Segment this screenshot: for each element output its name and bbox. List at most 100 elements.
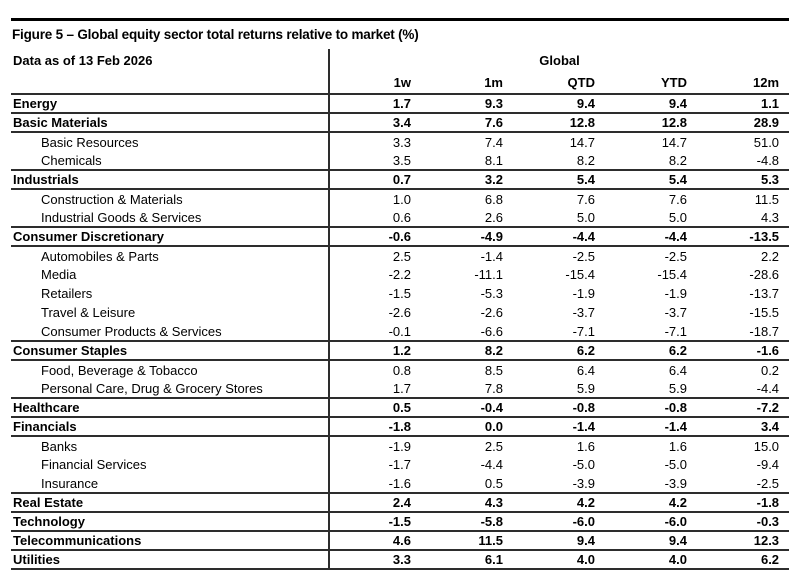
value-cell: 1.2	[329, 340, 421, 361]
value-cell: 3.4	[697, 416, 790, 437]
value-cell: 7.8	[484, 380, 503, 396]
value-cell: 6.2	[513, 340, 605, 361]
column-header-qtd: QTD	[513, 71, 605, 95]
row-label: Utilities	[11, 549, 330, 570]
value-cell: 9.4	[513, 530, 605, 551]
value-cell: 4.0	[605, 549, 697, 570]
value-cell: 5.0	[668, 209, 687, 225]
column-header-ytd: YTD	[605, 71, 697, 95]
value-cell: 15.0	[753, 438, 780, 454]
table-row: Technology -1.5 -5.8 -6.0 -6.0 -0.3	[11, 511, 790, 532]
value-cell: -9.4	[756, 457, 780, 472]
value-cell: 12.8	[513, 112, 605, 133]
value-cell: -0.3	[697, 511, 790, 532]
value-cell: -1.9	[572, 286, 595, 301]
value-cell: -1.5	[388, 286, 411, 301]
value-cell: -1.6	[697, 340, 790, 361]
table-row: Chemicals 3.5 8.1 8.2 8.2 -4.8	[11, 151, 789, 170]
value-cell: 8.2	[668, 152, 687, 168]
value-cell: 3.3	[329, 549, 421, 570]
table-row: Basic Resources 3.3 7.4 14.7 14.7 51.0	[11, 132, 789, 151]
column-header-1w: 1w	[329, 71, 421, 95]
value-cell: 4.6	[329, 530, 421, 551]
value-cell: 6.4	[668, 362, 687, 378]
value-cell: 5.4	[605, 169, 697, 190]
value-cell: 9.3	[421, 93, 513, 114]
value-cell: -13.5	[697, 226, 790, 247]
value-cell: 28.9	[697, 112, 790, 133]
table-row: Personal Care, Drug & Grocery Stores 1.7 7…	[11, 379, 789, 398]
figure-page: Figure 5 – Global equity sector total re…	[11, 0, 790, 570]
value-cell: 8.5	[484, 362, 503, 378]
table-row: Financial Services -1.7 -4.4 -5.0 -5.0 -9.4	[11, 455, 789, 474]
value-cell: 3.3	[392, 134, 411, 150]
top-rule-divider	[11, 18, 789, 21]
value-cell: -0.6	[329, 226, 421, 247]
row-label: Financials	[11, 416, 330, 437]
value-cell: 0.5	[484, 475, 503, 491]
value-cell: -1.4	[513, 416, 605, 437]
row-label: Food, Beverage & Tobacco	[11, 360, 330, 379]
value-cell: 5.4	[513, 169, 605, 190]
value-cell: 4.0	[513, 549, 605, 570]
value-cell: 7.6	[668, 191, 687, 207]
value-cell: -2.5	[756, 475, 780, 491]
value-cell: 14.7	[661, 134, 687, 150]
value-cell: 1.1	[697, 93, 790, 114]
region-header: Global	[539, 52, 580, 68]
value-cell: 4.3	[421, 492, 513, 513]
value-cell: 1.6	[668, 438, 687, 454]
table-meta-row: Data as of 13 Feb 2026 Global	[11, 49, 789, 71]
table-row: Consumer Products & Services -0.1 -6.6 -7.1…	[11, 322, 789, 341]
value-cell: -1.9	[388, 438, 411, 454]
value-cell: 1.0	[392, 191, 411, 207]
row-label: Insurance	[11, 474, 330, 493]
value-cell: 12.3	[697, 530, 790, 551]
value-cell: -15.4	[565, 267, 595, 282]
value-cell: 14.7	[569, 134, 595, 150]
value-cell: -4.4	[605, 226, 697, 247]
row-label: Consumer Products & Services	[11, 322, 330, 341]
value-cell: 3.2	[421, 169, 513, 190]
value-cell: 2.5	[392, 248, 411, 264]
value-cell: -2.2	[388, 267, 411, 282]
value-cell: 6.1	[421, 549, 513, 570]
column-header-1m: 1m	[421, 71, 513, 95]
row-label: Industrials	[11, 169, 330, 190]
value-cell: -0.8	[605, 397, 697, 418]
column-header-spacer	[11, 71, 330, 95]
column-header-12m: 12m	[697, 71, 790, 95]
table-row: Automobiles & Parts 2.5 -1.4 -2.5 -2.5 2.2	[11, 246, 789, 265]
value-cell: -0.8	[513, 397, 605, 418]
value-cell: 8.2	[576, 152, 595, 168]
value-cell: -15.5	[749, 305, 780, 320]
table-row: Retailers -1.5 -5.3 -1.9 -1.9 -13.7	[11, 284, 789, 303]
table-row: Consumer Discretionary -0.6 -4.9 -4.4 -4.4 -1…	[11, 226, 790, 247]
row-label: Retailers	[11, 284, 330, 303]
value-cell: 1.7	[329, 93, 421, 114]
value-cell: 9.4	[605, 530, 697, 551]
row-label: Industrial Goods & Services	[11, 208, 330, 227]
value-cell: 3.4	[329, 112, 421, 133]
value-cell: 6.2	[697, 549, 790, 570]
value-cell: -2.6	[388, 305, 411, 320]
table-row: Consumer Staples 1.2 8.2 6.2 6.2 -1.6	[11, 340, 790, 361]
value-cell: 2.4	[329, 492, 421, 513]
value-cell: -5.0	[664, 457, 687, 472]
value-cell: 6.2	[605, 340, 697, 361]
value-cell: 7.6	[421, 112, 513, 133]
data-as-of-label: Data as of 13 Feb 2026	[11, 49, 330, 71]
value-cell: -5.8	[421, 511, 513, 532]
value-cell: -15.4	[657, 267, 687, 282]
row-label: Technology	[11, 511, 330, 532]
row-label: Travel & Leisure	[11, 303, 330, 322]
value-cell: -3.9	[572, 475, 595, 491]
value-cell: -4.4	[756, 380, 780, 396]
table-row: Industrial Goods & Services 0.6 2.6 5.0 5.0 4…	[11, 208, 789, 227]
value-cell: -1.7	[388, 457, 411, 472]
row-label: Basic Materials	[11, 112, 330, 133]
value-cell: -6.0	[605, 511, 697, 532]
value-cell: -2.6	[480, 305, 503, 320]
row-label: Media	[11, 265, 330, 284]
value-cell: -2.5	[572, 248, 595, 264]
